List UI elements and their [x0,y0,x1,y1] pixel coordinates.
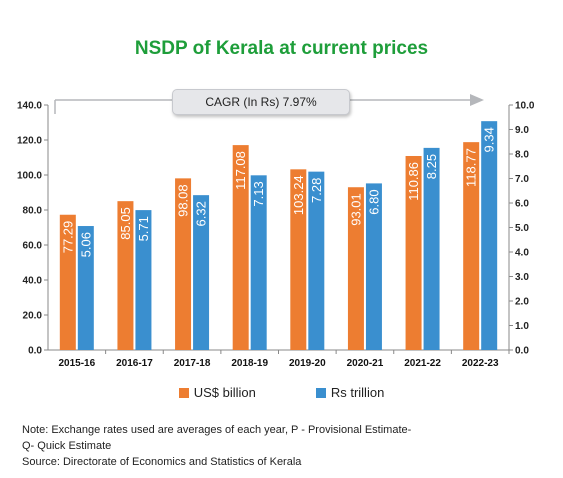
x-tick-label: 2021-22 [404,358,441,369]
x-tick-label: 2018-19 [231,358,268,369]
legend-swatch-rs [315,387,326,398]
bar-usd [175,178,192,350]
bar-label-usd: 117.08 [233,151,248,190]
legend-item-rs: Rs trillion [315,385,385,400]
bar-rs [77,226,94,350]
y-left-tick-label: 40.0 [23,276,43,287]
bar-rs [250,175,267,350]
y-right-tick-label: 6.0 [515,199,529,210]
bar-rs [308,171,325,350]
legend-item-usd: US$ billion [178,385,256,400]
chart-axes: 0.0 20.0 40.0 60.0 80.0 100.0 120.0 140.0 0.0 1.0… [17,101,535,370]
bar-usd [405,155,422,350]
y-right-tick-label: 5.0 [515,223,529,234]
y-right-tick-label: 9.0 [515,125,529,136]
y-right-tick-label: 10.0 [515,101,535,112]
bar-rs [135,210,152,350]
y-left-tick-label: 0.0 [28,346,42,357]
bar-label-usd: 85.05 [118,207,133,240]
y-right-tick-label: 4.0 [515,248,529,259]
bar-rs [481,121,498,350]
x-tick-label: 2019-20 [289,358,326,369]
y-right-tick-label: 2.0 [515,297,529,308]
legend-label-usd: US$ billion [193,385,256,400]
bar-label-usd: 93.01 [348,193,363,226]
bar-usd [59,214,76,350]
footnotes: Note: Exchange rates used are averages o… [22,422,411,470]
y-right-tick-label: 1.0 [515,321,529,332]
bar-chart: 0.0 20.0 40.0 60.0 80.0 100.0 120.0 140.0 0.0 1.0… [17,94,535,370]
bar-rs [423,147,440,350]
bar-label-usd: 103.24 [291,175,306,215]
bar-label-rs: 7.13 [251,181,266,206]
bar-label-rs: 8.25 [424,154,439,179]
x-tick-label: 2015-16 [58,358,95,369]
y-right-tick-label: 3.0 [515,272,529,283]
source-line: Source: Directorate of Economics and Sta… [22,456,302,468]
bar-label-rs: 6.80 [366,189,381,214]
cagr-annotation: CAGR (In Rs) 7.97% [172,89,350,115]
y-right-tick-label: 0.0 [515,346,529,357]
cagr-arrow-head [470,94,484,106]
bar-label-usd: 110.86 [406,162,421,201]
bar-label-usd: 118.77 [464,148,479,187]
y-left-tick-label: 80.0 [23,206,43,217]
bar-label-rs: 7.28 [309,178,324,203]
bar-usd [290,169,307,350]
y-left-tick-label: 60.0 [23,241,43,252]
x-tick-label: 2022-23 [462,358,499,369]
bar-rs [365,183,382,350]
chart-title: NSDP of Kerala at current prices [134,38,429,59]
bar-usd [117,201,134,350]
bar-rs [193,195,210,350]
y-left-tick-label: 120.0 [17,136,42,147]
bar-label-rs: 5.71 [136,216,151,241]
x-tick-label: 2016-17 [116,358,153,369]
bar-label-rs: 6.32 [194,201,209,226]
bar-usd [232,145,249,350]
note-line-2: Q- Quick Estimate [22,440,112,452]
y-left-tick-label: 140.0 [17,101,42,112]
y-left-tick-label: 20.0 [23,311,43,322]
y-right-tick-label: 8.0 [515,150,529,161]
note-line-1: Note: Exchange rates used are averages o… [22,424,412,436]
legend: US$ billion Rs trillion [0,385,563,400]
bar-series: 77.29 5.06 85.05 5.71 98.08 6.32 117.087.13 103… [59,121,498,350]
bar-label-usd: 98.08 [176,184,191,217]
y-left-tick-label: 100.0 [17,171,42,182]
bar-usd [463,142,480,350]
x-tick-label: 2017-18 [174,358,211,369]
x-tick-label: 2020-21 [347,358,384,369]
bar-label-rs: 9.34 [482,127,497,152]
legend-swatch-usd [178,387,189,398]
bar-label-usd: 77.29 [60,221,75,254]
legend-label-rs: Rs trillion [330,385,385,400]
bar-label-rs: 5.06 [78,232,93,257]
y-right-tick-label: 7.0 [515,174,529,185]
bar-usd [347,187,364,350]
